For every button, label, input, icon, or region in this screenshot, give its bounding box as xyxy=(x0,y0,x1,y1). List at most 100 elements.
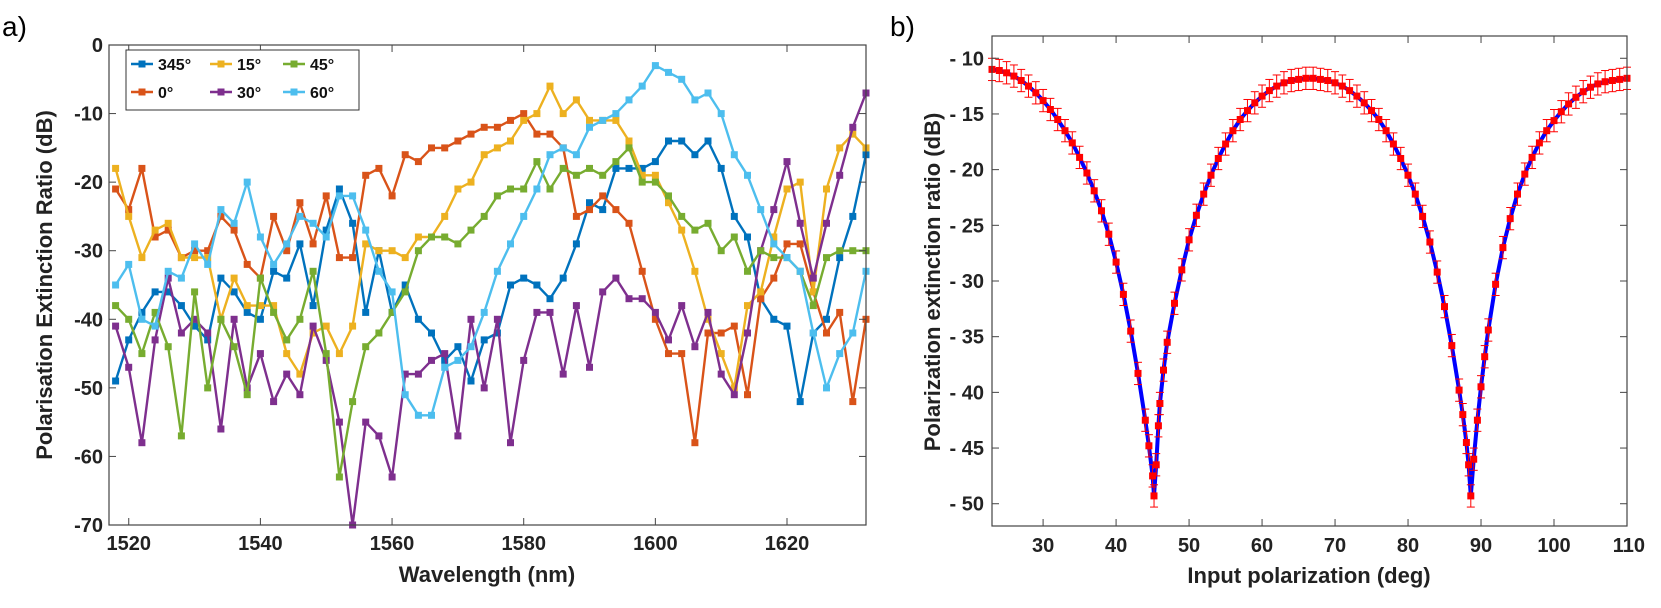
chart-a-data-point xyxy=(164,219,172,227)
chart-b-data-point xyxy=(1550,109,1559,133)
chart-a-data-point xyxy=(678,302,686,310)
chart-b-marker xyxy=(1127,327,1135,335)
chart-b-marker xyxy=(1594,80,1602,88)
chart-a-data-point xyxy=(230,315,238,323)
chart-b-data-point xyxy=(1144,434,1153,458)
chart-a-data-point xyxy=(480,336,488,344)
chart-b-x-tick-label: 110 xyxy=(1613,535,1645,557)
chart-a-data-point xyxy=(256,274,264,282)
chart-b-data-point xyxy=(1557,100,1566,124)
chart-b-marker xyxy=(1433,268,1441,276)
chart-b-marker xyxy=(1207,171,1215,179)
chart-a-data-point xyxy=(138,308,146,316)
chart-a-series-line xyxy=(114,139,868,403)
chart-b-marker xyxy=(1506,215,1514,223)
chart-a-data-point xyxy=(757,288,765,296)
chart-a-data-point xyxy=(823,384,830,392)
chart-b-marker xyxy=(1251,99,1259,107)
chart-b-marker xyxy=(1579,88,1587,96)
chart-a-data-point xyxy=(454,432,462,440)
chart-a-data-point xyxy=(770,274,778,282)
chart-a-data-point xyxy=(388,308,396,316)
chart-b-y-tick-label: - 50 xyxy=(950,494,984,516)
chart-b-marker xyxy=(1154,422,1162,430)
chart-a-data-point xyxy=(191,315,199,323)
chart-a-data-point xyxy=(322,350,330,358)
chart-a-data-point xyxy=(638,267,646,275)
chart-a-data-point xyxy=(823,315,830,323)
chart-a-data-point xyxy=(270,212,278,220)
chart-b-data-point xyxy=(1177,258,1186,282)
chart-b-data-point xyxy=(1097,199,1106,223)
chart-b-data-point xyxy=(1464,453,1473,477)
chart-a-data-point xyxy=(612,158,620,166)
chart-b-data-point xyxy=(1542,119,1551,143)
chart-a-data-point xyxy=(717,329,725,337)
chart-b-marker xyxy=(1265,87,1273,95)
chart-a-data-point xyxy=(375,164,383,172)
chart-a-data-point xyxy=(230,288,238,296)
chart-a-data-point xyxy=(691,96,699,104)
chart-b-data-point xyxy=(1090,179,1099,203)
chart-a-data-point xyxy=(809,274,817,282)
chart-b-data-point xyxy=(1447,333,1456,358)
chart-a-data-point xyxy=(730,391,738,399)
chart-b-data-point xyxy=(1039,88,1048,113)
chart-a-data-point xyxy=(151,233,159,241)
chart-a-data-point xyxy=(467,343,475,351)
chart-a-data-point xyxy=(217,212,225,220)
chart-a-data-point xyxy=(849,212,857,220)
chart-a-data-point xyxy=(625,144,633,152)
chart-b-marker xyxy=(1098,207,1105,215)
chart-a-data-point xyxy=(243,391,251,399)
chart-a-data-point xyxy=(572,151,580,159)
chart-a-data-point xyxy=(296,199,304,207)
chart-b-marker xyxy=(1010,72,1018,80)
chart-a-data-point xyxy=(572,240,580,248)
chart-b-marker xyxy=(1455,386,1463,394)
chart-a-data-point xyxy=(836,144,844,152)
chart-b-marker xyxy=(1105,230,1113,238)
chart-a-data-point xyxy=(730,322,738,330)
chart-b-marker xyxy=(1302,74,1310,82)
chart-a-data-point xyxy=(638,164,646,172)
chart-a-series-line xyxy=(114,112,868,444)
chart-a-data-point xyxy=(744,171,751,179)
chart-b-marker xyxy=(1222,140,1230,148)
chart-b-marker xyxy=(1492,280,1500,288)
chart-b-marker xyxy=(1353,92,1361,100)
chart-b-x-tick-label: 30 xyxy=(1032,535,1054,557)
chart-a-data-point xyxy=(836,171,844,179)
chart-b-marker xyxy=(1467,492,1475,500)
chart-a-data-point xyxy=(414,158,422,166)
chart-a-data-point xyxy=(256,233,264,241)
chart-a-data-point xyxy=(322,226,330,234)
chart-b-data-point xyxy=(1418,204,1427,229)
chart-a-data-point xyxy=(691,267,699,275)
chart-a-data-point xyxy=(125,206,133,214)
chart-a-data-point xyxy=(151,308,159,316)
chart-a-legend-item: 15° xyxy=(210,57,261,74)
chart-b-marker xyxy=(1346,87,1354,95)
chart-a-data-point xyxy=(204,384,212,392)
chart-a-data-point xyxy=(783,240,791,248)
chart-a-data-point xyxy=(401,288,409,296)
chart-a-data-point xyxy=(520,212,528,220)
chart-a-data-point xyxy=(349,219,357,227)
chart-a-data-point xyxy=(362,171,370,179)
chart-b-marker xyxy=(1163,338,1171,346)
chart-a-data-point xyxy=(283,247,291,255)
chart-b-marker xyxy=(1032,89,1040,97)
chart-b-x-tick-label: 60 xyxy=(1251,535,1273,557)
chart-a-data-point xyxy=(151,226,159,234)
chart-b-data-point xyxy=(1250,91,1259,115)
chart-a-data-point xyxy=(651,315,659,323)
chart-b-marker xyxy=(1382,127,1390,135)
chart-a-data-point xyxy=(717,247,725,255)
chart-a-x-axis-title: Wavelength (nm) xyxy=(399,562,575,587)
chart-a-data-point xyxy=(177,302,185,310)
chart-a-data-point xyxy=(625,164,633,172)
chart-a-data-point xyxy=(493,315,501,323)
chart-a-data-point xyxy=(796,398,804,406)
chart-a-data-point xyxy=(309,240,317,248)
